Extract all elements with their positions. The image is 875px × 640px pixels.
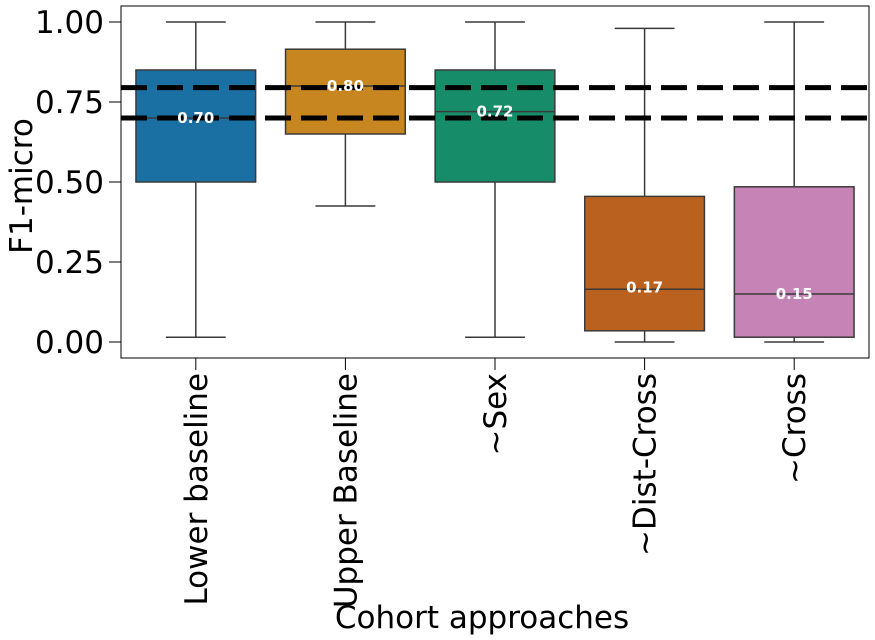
y-tick-label: 0.50 [35, 165, 104, 201]
mean-label-3: 0.72 [476, 103, 513, 121]
reference-lines-layer [121, 85, 869, 121]
y-axis-title: F1-micro [4, 118, 40, 254]
box-3 [434, 21, 556, 338]
y-axis: 0.00 0.25 0.50 0.75 1.00 [35, 5, 121, 361]
y-tick-label: 0.75 [35, 85, 104, 121]
box-2 [284, 21, 406, 207]
x-tick-label: ~Cross [777, 373, 813, 484]
x-tick-label: ~Sex [478, 373, 514, 456]
x-tick-label: Lower baseline [179, 373, 215, 606]
y-tick-label: 0.00 [35, 325, 104, 361]
mean-label-1: 0.70 [177, 109, 214, 127]
mean-labels-layer: 0.70 0.80 0.72 0.17 0.15 [177, 77, 812, 303]
box-1 [135, 21, 257, 338]
mean-label-5: 0.15 [776, 285, 813, 303]
x-tick-label: Upper Baseline [328, 373, 364, 608]
mean-label-4: 0.17 [626, 279, 663, 297]
box-5 [733, 21, 855, 343]
box-4 [584, 27, 706, 343]
box-iqr [733, 186, 855, 338]
boxes-layer [135, 21, 855, 343]
x-axis: Lower baseline Upper Baseline ~Sex ~Dist-Cr… [179, 358, 813, 608]
x-axis-title: Cohort approaches [335, 600, 629, 636]
y-tick-label: 1.00 [35, 5, 104, 41]
x-tick-label: ~Dist-Cross [628, 373, 664, 556]
mean-label-2: 0.80 [327, 77, 364, 95]
box-iqr [584, 195, 706, 332]
y-tick-label: 0.25 [35, 245, 104, 281]
